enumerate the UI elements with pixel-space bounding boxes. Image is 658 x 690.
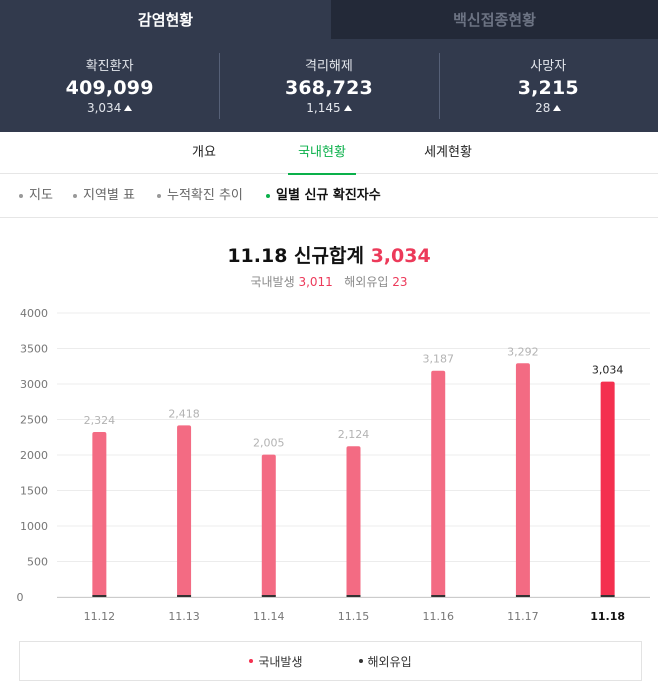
top-tabs: 감염현황 백신접종현황 [0, 0, 658, 39]
tab-world[interactable]: 세계현황 [424, 145, 472, 160]
legend-item-domestic[interactable]: 국내발생 [249, 653, 303, 670]
stat-delta-value: 1,145 [306, 101, 341, 115]
bar-domestic[interactable] [346, 446, 361, 597]
chart-title-total: 3,034 [370, 245, 431, 267]
bar-overseas[interactable] [515, 595, 530, 597]
up-arrow-icon [553, 105, 562, 111]
legend-label: 해외유입 [367, 654, 412, 669]
tab-domestic[interactable]: 국내현황 [288, 132, 356, 175]
tab-overview[interactable]: 개요 [192, 145, 216, 160]
stat-delta-value: 28 [535, 101, 551, 115]
stat-delta: 3,034 [86, 101, 133, 115]
stat-value: 368,723 [284, 77, 373, 99]
bar-overseas[interactable] [261, 595, 276, 597]
filter-label: 지도 [29, 188, 53, 203]
filter-cumulative-trend[interactable]: 누적확진 추이 [157, 174, 243, 218]
chart-title: 11.18 신규합계 3,034 [0, 241, 658, 268]
chart-legend: 국내발생 해외유입 [19, 641, 642, 681]
bullet-icon [157, 194, 161, 198]
stat-value: 409,099 [65, 77, 154, 99]
bar-data-label: 2,005 [253, 437, 285, 450]
x-tick-label: 11.18 [590, 610, 625, 623]
y-tick-label: 2500 [20, 414, 48, 427]
stat-delta: 1,145 [306, 101, 352, 115]
stat-confirmed: 확진환자 409,099 3,034 [0, 39, 219, 132]
filter-region-table[interactable]: 지역별 표 [73, 174, 135, 218]
tab-infection-status[interactable]: 감염현황 [0, 0, 331, 39]
x-tick-label: 11.12 [84, 610, 116, 623]
y-tick-label: 3000 [20, 378, 48, 391]
y-tick-label: 2000 [20, 449, 48, 462]
bar-data-label: 2,324 [84, 414, 116, 427]
x-tick-label: 11.13 [168, 610, 200, 623]
stats-panel: 확진환자 409,099 3,034 격리해제 368,723 1,145 사망… [0, 39, 658, 132]
bar-overseas[interactable] [600, 595, 615, 597]
x-tick-label: 11.14 [253, 610, 285, 623]
domestic-label: 국내발생 [250, 275, 295, 289]
domestic-value: 3,011 [298, 275, 333, 289]
legend-label: 국내발생 [258, 654, 303, 669]
bullet-icon [19, 194, 23, 198]
bar-domestic[interactable] [515, 363, 530, 597]
bar-domestic[interactable] [261, 454, 276, 597]
y-tick-label: 1000 [20, 520, 48, 533]
stat-delta: 28 [535, 101, 562, 115]
legend-dot-icon [249, 659, 254, 663]
bar-data-label: 3,034 [592, 364, 624, 377]
stat-delta-value: 3,034 [86, 101, 122, 115]
filter-label: 지역별 표 [83, 188, 135, 203]
filter-bar: 지도 지역별 표 누적확진 추이 일별 신규 확진자수 [0, 174, 658, 218]
filter-daily-new[interactable]: 일별 신규 확진자수 [266, 174, 381, 218]
filter-map[interactable]: 지도 [19, 174, 53, 218]
bar-data-label: 2,124 [338, 428, 370, 441]
bar-overseas[interactable] [92, 595, 107, 597]
bullet-icon [73, 194, 77, 198]
bar-overseas[interactable] [431, 595, 446, 597]
overseas-label: 해외유입 [344, 275, 389, 289]
y-tick-label: 3500 [20, 343, 48, 356]
bar-overseas[interactable] [346, 595, 361, 597]
up-arrow-icon [343, 105, 352, 111]
overseas-value: 23 [392, 275, 408, 289]
chart-title-prefix: 11.18 신규합계 [227, 245, 364, 267]
bar-overseas[interactable] [177, 595, 192, 597]
tab-vaccination-status[interactable]: 백신접종현황 [331, 0, 658, 39]
daily-cases-chart: 0 500 1000 1500 2000 2500 3000 3500 4000 2,324 11.… [17, 307, 650, 623]
stat-released: 격리해제 368,723 1,145 [219, 39, 438, 132]
x-tick-label: 11.17 [507, 610, 539, 623]
bullet-icon [266, 194, 270, 198]
y-tick-label: 1500 [20, 485, 48, 498]
stat-label: 확진환자 [85, 59, 134, 74]
bar-data-label: 3,292 [507, 345, 539, 358]
bar-domestic[interactable] [431, 370, 446, 597]
chart-subtitle: 국내발생 3,011 해외유입 23 [0, 273, 658, 290]
legend-item-overseas[interactable]: 해외유입 [358, 653, 412, 670]
bar-data-label: 3,187 [422, 353, 454, 366]
up-arrow-icon [124, 105, 133, 111]
stat-value: 3,215 [517, 77, 579, 99]
filter-label: 누적확진 추이 [167, 188, 243, 203]
bar-domestic[interactable] [177, 425, 192, 597]
stat-label: 사망자 [530, 59, 567, 74]
bar-domestic[interactable] [92, 431, 107, 597]
sub-tabs: 개요 국내현황 세계현황 [0, 132, 658, 175]
legend-dot-icon [358, 659, 363, 663]
x-tick-label: 11.15 [338, 610, 370, 623]
y-tick-label: 500 [27, 556, 48, 569]
stat-deaths: 사망자 3,215 28 [438, 39, 658, 132]
y-tick-label: 0 [17, 591, 24, 604]
x-tick-label: 11.16 [422, 610, 454, 623]
bar-domestic[interactable] [600, 381, 615, 597]
stat-label: 격리해제 [305, 59, 353, 74]
filter-label: 일별 신규 확진자수 [276, 188, 381, 203]
y-tick-label: 4000 [20, 307, 48, 320]
bar-data-label: 2,418 [168, 407, 200, 420]
